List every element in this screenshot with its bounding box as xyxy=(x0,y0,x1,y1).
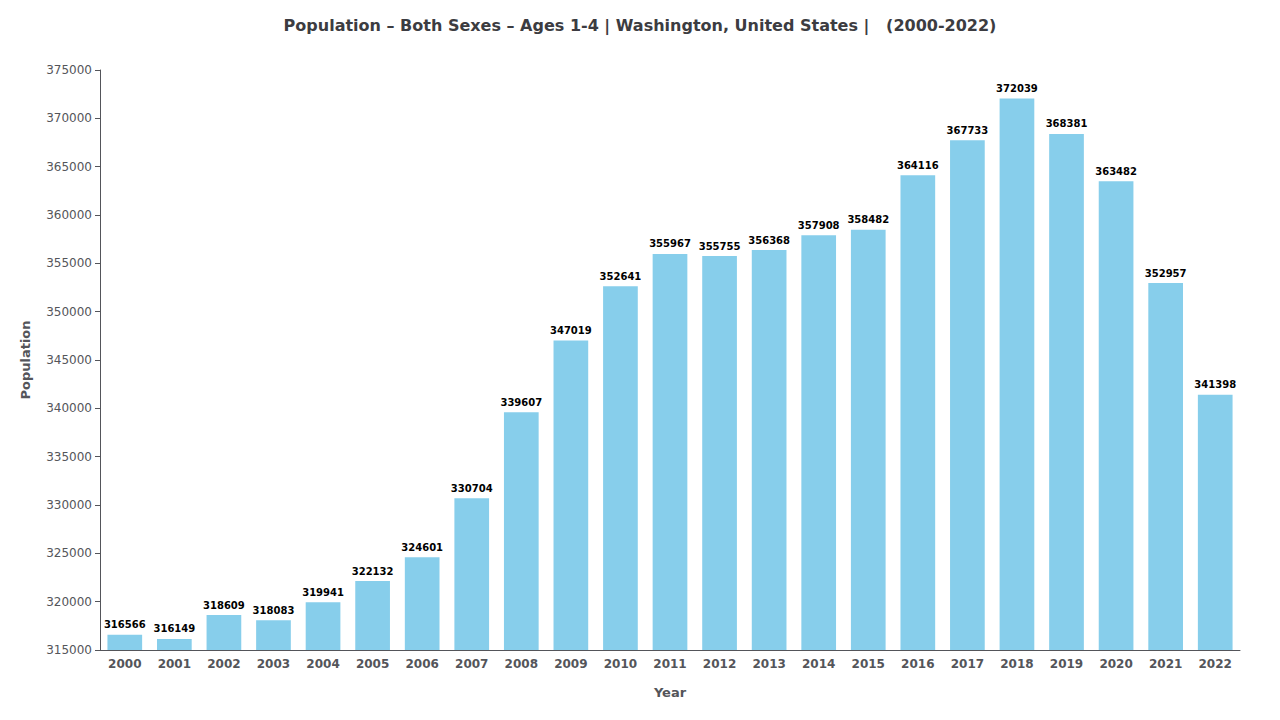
svg-text:356368: 356368 xyxy=(748,235,790,246)
svg-text:2004: 2004 xyxy=(306,657,339,671)
svg-text:352957: 352957 xyxy=(1145,268,1187,279)
svg-text:2007: 2007 xyxy=(455,657,488,671)
svg-text:370000: 370000 xyxy=(46,111,92,125)
svg-text:322132: 322132 xyxy=(352,566,394,577)
svg-text:355755: 355755 xyxy=(699,241,741,252)
svg-text:350000: 350000 xyxy=(46,305,92,319)
svg-text:363482: 363482 xyxy=(1095,166,1137,177)
svg-text:325000: 325000 xyxy=(46,546,92,560)
svg-text:358482: 358482 xyxy=(847,214,889,225)
svg-text:318083: 318083 xyxy=(253,605,295,616)
svg-text:2019: 2019 xyxy=(1050,657,1083,671)
svg-text:Year: Year xyxy=(653,685,687,700)
svg-text:335000: 335000 xyxy=(46,450,92,464)
svg-text:340000: 340000 xyxy=(46,401,92,415)
svg-text:367733: 367733 xyxy=(947,125,989,136)
svg-text:341398: 341398 xyxy=(1194,379,1236,390)
svg-text:319941: 319941 xyxy=(302,587,344,598)
svg-text:2012: 2012 xyxy=(703,657,736,671)
svg-text:324601: 324601 xyxy=(401,542,443,553)
svg-text:2011: 2011 xyxy=(653,657,686,671)
svg-text:2000: 2000 xyxy=(108,657,141,671)
svg-text:364116: 364116 xyxy=(897,160,939,171)
svg-text:318609: 318609 xyxy=(203,600,245,611)
svg-text:368381: 368381 xyxy=(1046,118,1088,129)
svg-text:360000: 360000 xyxy=(46,208,92,222)
svg-text:2015: 2015 xyxy=(852,657,885,671)
svg-text:330000: 330000 xyxy=(46,498,92,512)
svg-text:365000: 365000 xyxy=(46,160,92,174)
svg-text:2006: 2006 xyxy=(405,657,438,671)
svg-text:2021: 2021 xyxy=(1149,657,1182,671)
svg-text:2010: 2010 xyxy=(604,657,637,671)
svg-text:355000: 355000 xyxy=(46,256,92,270)
svg-text:2016: 2016 xyxy=(901,657,934,671)
svg-text:355967: 355967 xyxy=(649,238,691,249)
svg-text:345000: 345000 xyxy=(46,353,92,367)
svg-text:2017: 2017 xyxy=(951,657,984,671)
svg-text:372039: 372039 xyxy=(996,83,1038,94)
svg-text:339607: 339607 xyxy=(500,397,542,408)
svg-text:320000: 320000 xyxy=(46,595,92,609)
svg-text:352641: 352641 xyxy=(600,271,642,282)
svg-text:2022: 2022 xyxy=(1199,657,1232,671)
svg-text:316566: 316566 xyxy=(104,619,146,630)
svg-text:316149: 316149 xyxy=(153,623,195,634)
svg-text:2020: 2020 xyxy=(1099,657,1132,671)
svg-text:2009: 2009 xyxy=(554,657,587,671)
svg-text:330704: 330704 xyxy=(451,483,493,494)
svg-text:2005: 2005 xyxy=(356,657,389,671)
svg-text:315000: 315000 xyxy=(46,643,92,657)
svg-text:357908: 357908 xyxy=(798,220,840,231)
svg-text:2001: 2001 xyxy=(158,657,191,671)
svg-text:2008: 2008 xyxy=(505,657,538,671)
svg-text:2002: 2002 xyxy=(207,657,240,671)
svg-text:347019: 347019 xyxy=(550,325,592,336)
svg-text:Population: Population xyxy=(18,320,33,399)
svg-text:Population – Both Sexes – Ages: Population – Both Sexes – Ages 1-4 | Was… xyxy=(284,16,997,36)
svg-text:2014: 2014 xyxy=(802,657,835,671)
svg-text:375000: 375000 xyxy=(46,63,92,77)
svg-text:2013: 2013 xyxy=(752,657,785,671)
svg-text:2018: 2018 xyxy=(1000,657,1033,671)
svg-text:2003: 2003 xyxy=(257,657,290,671)
